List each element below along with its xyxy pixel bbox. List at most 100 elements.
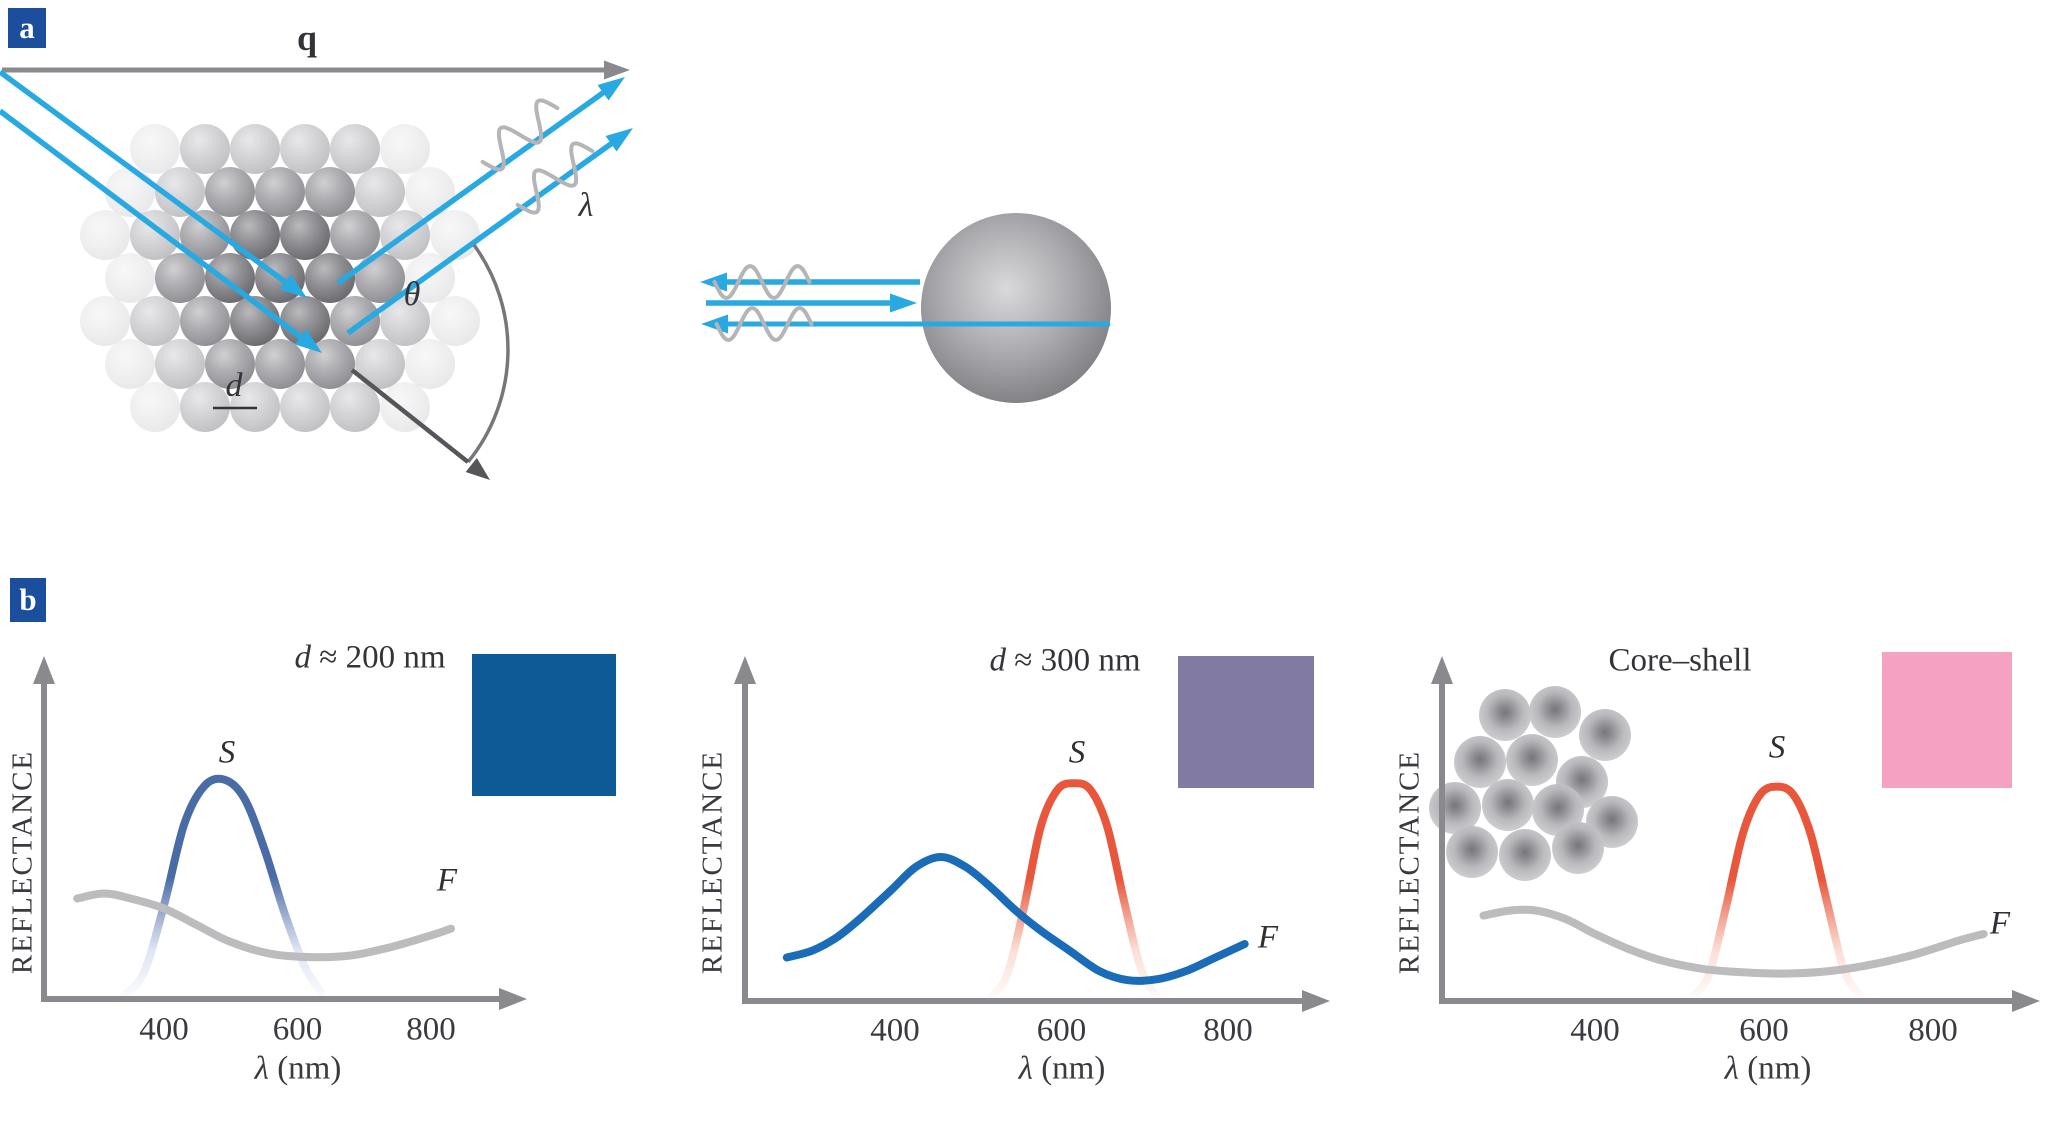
x-tick-label: 400 — [1570, 1012, 1620, 1049]
colloid-sphere — [255, 339, 305, 389]
core-shell-particle — [1552, 822, 1604, 874]
colloid-sphere — [155, 167, 205, 217]
core-shell-particle — [1506, 734, 1558, 786]
colloid-sphere — [205, 167, 255, 217]
structure-factor-label: S — [1768, 729, 1786, 766]
photon-wave-1 — [480, 98, 560, 172]
core-shell-particle — [1446, 826, 1498, 878]
colloid-sphere — [430, 296, 480, 346]
structure-factor-label: S — [1068, 734, 1086, 771]
colloid-sphere — [205, 339, 255, 389]
incident-ray-2-head — [294, 329, 322, 353]
colloid-sphere — [180, 210, 230, 260]
y-axis-label: REFLECTANCE — [1393, 749, 1426, 975]
reflectance-chart-3 — [1429, 652, 2040, 1012]
colloid-sphere — [380, 296, 430, 346]
photon-wave-4 — [714, 306, 814, 342]
photon-wave-3 — [712, 264, 812, 300]
color-swatch — [472, 654, 616, 796]
colloid-sphere — [255, 167, 305, 217]
theta-arc — [466, 243, 510, 464]
color-swatch — [1882, 652, 2012, 788]
s-curve — [1688, 782, 1866, 1002]
incident-ray-1-line — [0, 69, 290, 286]
single-sphere-illustration — [921, 213, 1111, 403]
colloid-sphere — [180, 382, 230, 432]
colloid-sphere — [380, 124, 430, 174]
panel-b-badge: b — [10, 578, 46, 622]
core-shell-particle — [1482, 779, 1534, 831]
form-factor-label: F — [436, 862, 458, 899]
x-tick-label: 600 — [1036, 1012, 1087, 1049]
colloid-sphere — [405, 167, 455, 217]
colloid-sphere — [105, 339, 155, 389]
x-tick-label: 800 — [406, 1011, 456, 1048]
scattered-ray-2-line — [346, 139, 616, 336]
incident-ray-2-line — [0, 108, 305, 341]
colloid-sphere — [130, 124, 180, 174]
colloid-sphere — [305, 253, 355, 303]
core-shell-particle — [1499, 829, 1551, 881]
colloid-sphere — [155, 339, 205, 389]
scattered-ray-2-head — [605, 128, 633, 152]
scattering-vector-label: q — [296, 18, 318, 58]
sphere-diameter-label: d — [225, 367, 243, 404]
colloid-sphere — [180, 296, 230, 346]
colloid-sphere — [355, 339, 405, 389]
x-tick-label: 800 — [1203, 1012, 1253, 1049]
chart-title: d ≈ 300 nm — [989, 642, 1141, 679]
scattering-angle-label: θ — [403, 276, 421, 313]
x-axis-label: λ (nm) — [254, 1050, 342, 1087]
colloid-sphere — [405, 339, 455, 389]
wavelength-label: λ — [578, 187, 594, 224]
colloid-sphere — [80, 210, 130, 260]
color-swatch — [1178, 656, 1314, 788]
colloid-sphere — [230, 296, 280, 346]
x-tick-label: 800 — [1908, 1012, 1958, 1049]
reflectance-chart-2 — [734, 656, 1330, 1012]
colloid-sphere — [280, 124, 330, 174]
colloid-sphere — [280, 210, 330, 260]
y-axis-arrowhead — [734, 656, 756, 684]
direct-beam-arrowhead — [465, 457, 490, 480]
colloid-sphere — [130, 296, 180, 346]
y-axis-arrowhead — [33, 656, 55, 684]
f-curve — [73, 889, 455, 962]
x-tick-label: 400 — [870, 1012, 920, 1049]
colloid-sphere — [330, 382, 380, 432]
colloid-sphere — [105, 253, 155, 303]
chart-title: d ≈ 200 nm — [294, 639, 446, 676]
core-shell-cluster-icon — [1429, 686, 1638, 881]
core-shell-particle — [1529, 686, 1581, 738]
f-curve — [782, 852, 1249, 985]
colloid-sphere — [305, 167, 355, 217]
panel-a-badge: a — [8, 8, 46, 48]
q-arrowhead — [604, 60, 630, 80]
form-factor-label: F — [1989, 905, 2011, 942]
colloid-sphere — [330, 124, 380, 174]
y-axis-label: REFLECTANCE — [6, 749, 39, 975]
x-axis-arrowhead — [499, 988, 527, 1010]
y-axis-label: REFLECTANCE — [696, 749, 729, 975]
x-axis-label: λ (nm) — [1724, 1050, 1812, 1087]
colloid-sphere — [130, 210, 180, 260]
colloid-sphere — [180, 124, 230, 174]
colloid-sphere — [330, 210, 380, 260]
colloid-sphere — [355, 167, 405, 217]
colloid-sphere — [155, 253, 205, 303]
incoming-ray-head — [890, 293, 917, 313]
form-factor-label: F — [1257, 919, 1279, 956]
s-curve — [986, 779, 1162, 1002]
colloid-sphere — [80, 296, 130, 346]
scattered-ray-1-line — [336, 88, 608, 286]
structure-factor-label: S — [218, 734, 236, 771]
chart-title: Core–shell — [1608, 642, 1752, 679]
incident-ray-1-head — [279, 274, 307, 298]
core-shell-particle — [1479, 689, 1531, 741]
x-tick-label: 600 — [272, 1011, 323, 1048]
colloidal-cluster-illustration — [80, 124, 480, 432]
photon-wave-2 — [515, 141, 595, 215]
colloid-sphere — [355, 253, 405, 303]
